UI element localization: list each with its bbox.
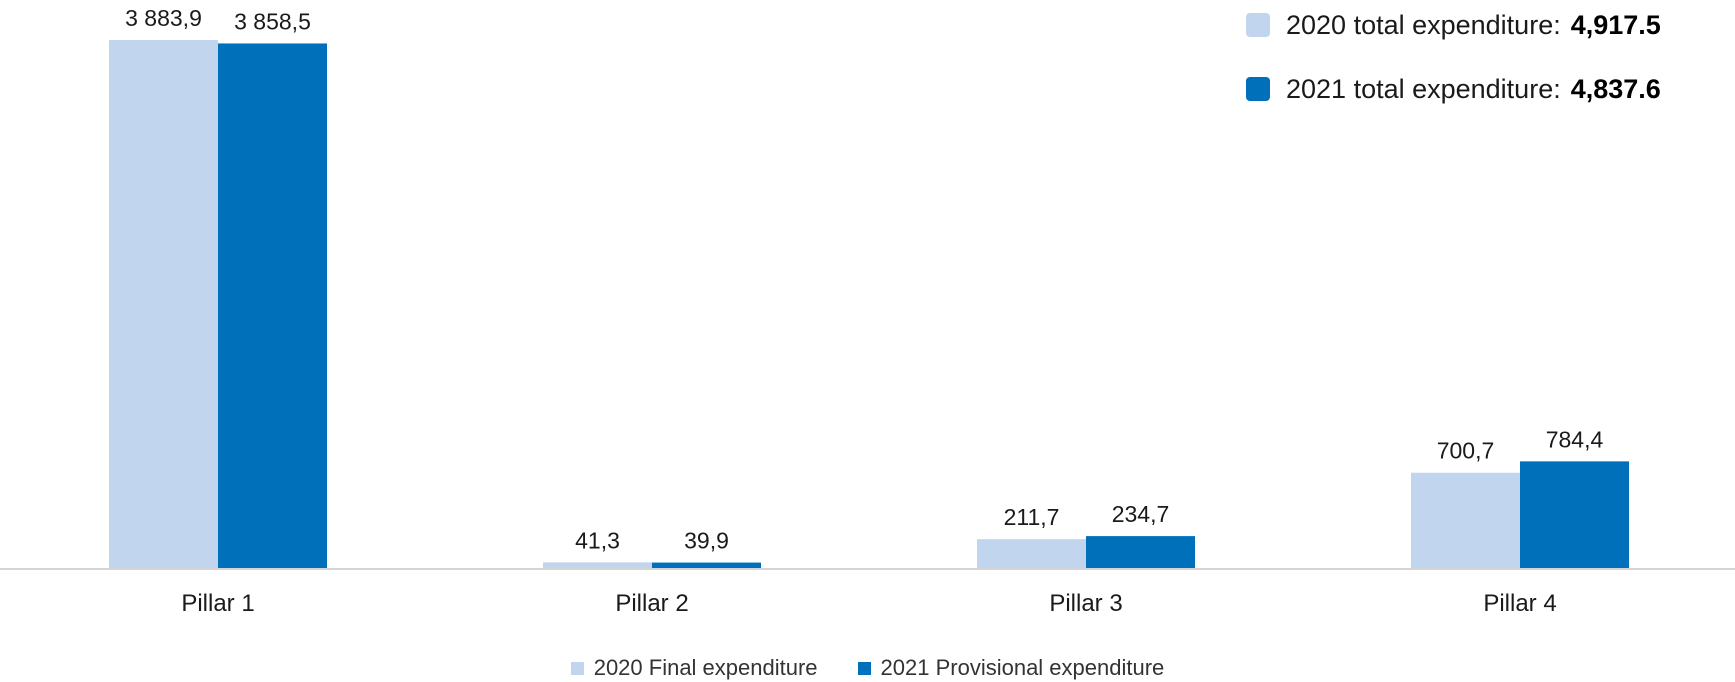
category-label-pillar-2: Pillar 2 bbox=[615, 590, 688, 617]
data-label-2021-pillar-1: 3 858,5 bbox=[234, 8, 311, 34]
data-label-2020-pillar-3: 211,7 bbox=[1004, 504, 1060, 530]
bar-2021-pillar-4 bbox=[1520, 461, 1629, 568]
legend-swatch-2020 bbox=[570, 661, 584, 675]
bar-2021-pillar-2 bbox=[652, 562, 761, 568]
data-label-2020-pillar-1: 3 883,9 bbox=[125, 5, 202, 31]
category-labels-layer: Pillar 1 Pillar 2 Pillar 3 Pillar 4 bbox=[181, 590, 1556, 617]
total-value-2020: 4,917.5 bbox=[1570, 9, 1661, 40]
total-row-2020: 2020 total expenditure: 4,917.5 bbox=[1246, 4, 1716, 46]
bar-labels-layer: 3 883,9 3 858,5 41,3 39,9 211,7 234,7 700,7 784… bbox=[125, 5, 1603, 554]
bars-layer bbox=[109, 40, 1629, 569]
total-swatch-2020 bbox=[1246, 13, 1270, 37]
total-label-2021: 2021 total expenditure: bbox=[1286, 73, 1561, 104]
total-value-2021: 4,837.6 bbox=[1570, 73, 1661, 104]
bar-2020-pillar-2 bbox=[543, 562, 652, 568]
total-row-2021: 2021 total expenditure: 4,837.6 bbox=[1246, 68, 1716, 110]
data-label-2021-pillar-2: 39,9 bbox=[684, 528, 729, 554]
total-swatch-2021 bbox=[1246, 77, 1270, 101]
bar-2020-pillar-1 bbox=[109, 40, 218, 568]
category-label-pillar-4: Pillar 4 bbox=[1483, 590, 1556, 617]
chart-legend: 2020 Final expenditure 2021 Provisional … bbox=[0, 655, 1735, 681]
legend-label-2021: 2021 Provisional expenditure bbox=[880, 655, 1165, 680]
totals-box: 2020 total expenditure: 4,917.5 2021 tot… bbox=[1246, 4, 1716, 132]
data-label-2021-pillar-4: 784,4 bbox=[1546, 426, 1604, 452]
category-label-pillar-3: Pillar 3 bbox=[1049, 590, 1122, 617]
bar-2020-pillar-3 bbox=[977, 539, 1086, 568]
bar-2021-pillar-3 bbox=[1086, 536, 1195, 568]
legend-item-2021: 2021 Provisional expenditure bbox=[857, 655, 1165, 681]
bar-2021-pillar-1 bbox=[218, 43, 327, 569]
total-label-2020: 2020 total expenditure: bbox=[1286, 9, 1561, 40]
bar-2020-pillar-4 bbox=[1411, 472, 1520, 568]
legend-swatch-2021 bbox=[857, 661, 871, 675]
legend-label-2020: 2020 Final expenditure bbox=[593, 655, 818, 680]
data-label-2020-pillar-2: 41,3 bbox=[575, 527, 620, 553]
data-label-2020-pillar-4: 700,7 bbox=[1437, 438, 1495, 464]
data-label-2021-pillar-3: 234,7 bbox=[1112, 501, 1170, 527]
legend-item-2020: 2020 Final expenditure bbox=[570, 655, 818, 681]
category-label-pillar-1: Pillar 1 bbox=[181, 590, 254, 617]
